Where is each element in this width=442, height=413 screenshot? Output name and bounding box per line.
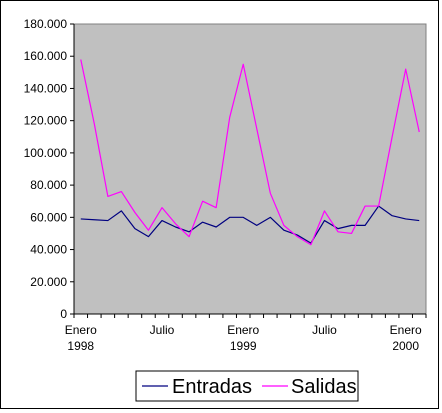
y-tick-label: 180.000 [24, 17, 68, 31]
series-line-entradas [80, 205, 420, 244]
x-tick-label: Enero 1999 [227, 323, 259, 353]
x-tick-label: Julio [150, 323, 175, 337]
x-tick-label: Enero 1998 [65, 323, 97, 353]
legend: Entradas Salidas [135, 370, 359, 402]
plot-area [73, 23, 427, 315]
y-tick-label: 80.000 [30, 178, 67, 192]
y-tick-label: 140.000 [24, 81, 68, 95]
x-tick-label: Enero 2000 [390, 323, 422, 353]
legend-label-salidas: Salidas [291, 376, 357, 398]
legend-box [135, 370, 359, 402]
x-tick-label: Julio [312, 323, 337, 337]
y-tick-label: 160.000 [24, 49, 68, 63]
y-axis: 0 20.000 40.000 60.000 80.000 100.000 120.000 1… [24, 17, 75, 321]
legend-label-entradas: Entradas [172, 376, 252, 398]
y-tick-label: 40.000 [30, 243, 67, 257]
y-tick-label: 60.000 [30, 210, 67, 224]
y-tick-label: 100.000 [24, 146, 68, 160]
y-tick-label: 120.000 [24, 114, 68, 128]
series-layer [80, 59, 420, 246]
series-line-salidas [80, 59, 420, 246]
y-tick-label: 0 [60, 307, 67, 321]
x-axis: Enero 1998 Julio Enero 1999 Julio Enero 2000 [65, 313, 427, 353]
y-tick-label: 20.000 [30, 275, 67, 289]
